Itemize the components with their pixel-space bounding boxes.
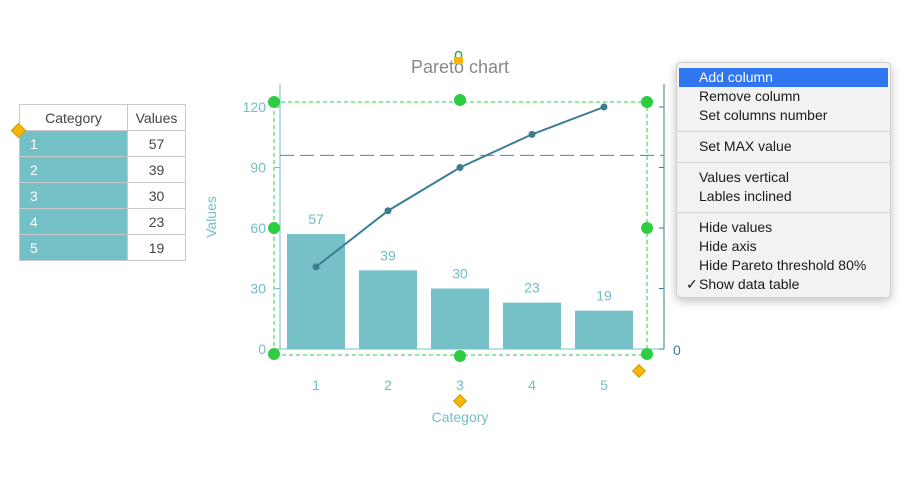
table-header-row: Category Values: [19, 104, 186, 131]
cumulative-point: [384, 207, 392, 215]
table-row[interactable]: 5 19: [19, 234, 186, 261]
cumulative-point: [600, 103, 608, 111]
bar-value-label: 19: [596, 288, 612, 304]
x-tick-label: 2: [384, 377, 392, 393]
bar-2[interactable]: [359, 270, 417, 349]
bar-4[interactable]: [503, 302, 561, 349]
data-table: Category Values 1 57 2 39 3 30 4 23 5 19: [19, 104, 186, 261]
resize-handle-icon[interactable]: [641, 96, 653, 108]
menu-item-label: Show data table: [699, 276, 800, 292]
lock-icon[interactable]: [454, 50, 463, 64]
menu-item-add-column[interactable]: Add column: [679, 68, 888, 87]
bar-value-label: 57: [308, 211, 324, 227]
bar-value-label: 39: [380, 247, 396, 263]
y-tick-label: 90: [250, 160, 266, 176]
header-category: Category: [19, 104, 128, 131]
menu-item-set-max-value[interactable]: Set MAX value: [699, 138, 792, 154]
menu-item-labels-inclined[interactable]: Lables inclined: [699, 188, 792, 204]
value-cell[interactable]: 57: [127, 130, 186, 157]
menu-item-values-vertical[interactable]: Values vertical: [699, 169, 790, 185]
cumulative-point: [312, 263, 320, 271]
table-row[interactable]: 3 30: [19, 182, 186, 209]
header-values: Values: [127, 104, 186, 131]
bar-1[interactable]: [287, 234, 345, 349]
cumulative-point: [456, 164, 464, 171]
value-cell[interactable]: 39: [127, 156, 186, 183]
y-tick-label: 120: [243, 99, 267, 115]
menu-separator: [677, 131, 890, 132]
bar-value-label: 23: [524, 280, 540, 296]
menu-item-hide-axis[interactable]: Hide axis: [699, 238, 757, 254]
menu-item-show-data-table[interactable]: ✓ Show data table: [679, 275, 888, 294]
resize-handle-icon[interactable]: [268, 348, 280, 360]
resize-handle-icon[interactable]: [268, 222, 280, 234]
cumulative-point: [528, 130, 536, 138]
resize-handle-icon[interactable]: [268, 96, 280, 108]
x-tick-label: 4: [528, 377, 536, 393]
x-axis-label: Category: [432, 409, 489, 425]
resize-handle-icon[interactable]: [454, 94, 466, 106]
resize-handle-icon[interactable]: [641, 222, 653, 234]
table-row[interactable]: 2 39: [19, 156, 186, 183]
category-cell[interactable]: 3: [19, 182, 128, 209]
y-axis-label: Values: [203, 196, 219, 238]
value-cell[interactable]: 30: [127, 182, 186, 209]
checkmark-icon: ✓: [686, 276, 698, 292]
adjust-diamond-icon[interactable]: [631, 363, 647, 379]
menu-separator: [677, 162, 890, 163]
category-cell[interactable]: 2: [19, 156, 128, 183]
category-cell[interactable]: 4: [19, 208, 128, 235]
menu-item-hide-pareto-threshold[interactable]: Hide Pareto threshold 80%: [699, 257, 867, 273]
value-cell[interactable]: 19: [127, 234, 186, 261]
category-cell[interactable]: 5: [19, 234, 128, 261]
x-tick-label: 3: [456, 377, 464, 393]
value-cell[interactable]: 23: [127, 208, 186, 235]
chart-title: Pareto chart: [411, 57, 509, 77]
bar-value-label: 30: [452, 266, 468, 282]
menu-separator: [677, 212, 890, 213]
x-tick-label: 1: [312, 377, 320, 393]
menu-item-set-columns-number[interactable]: Set columns number: [699, 107, 828, 123]
y-tick-label: 30: [250, 281, 266, 297]
resize-handle-icon[interactable]: [641, 348, 653, 360]
x-tick-label: 5: [600, 377, 608, 393]
adjust-diamond-icon[interactable]: [452, 393, 468, 409]
menu-item-hide-values[interactable]: Hide values: [699, 219, 773, 235]
context-menu: Add column Remove column Set columns num…: [676, 62, 891, 298]
cumulative-line: [315, 106, 605, 268]
bar-5[interactable]: [575, 310, 633, 349]
menu-item-remove-column[interactable]: Remove column: [699, 88, 801, 104]
right-axis-tick-label: 0: [673, 342, 681, 358]
y-tick-label: 60: [250, 220, 266, 236]
table-row[interactable]: 4 23: [19, 208, 186, 235]
y-tick-label: 0: [258, 341, 266, 357]
bar-3[interactable]: [431, 288, 489, 350]
resize-handle-icon[interactable]: [454, 350, 466, 362]
